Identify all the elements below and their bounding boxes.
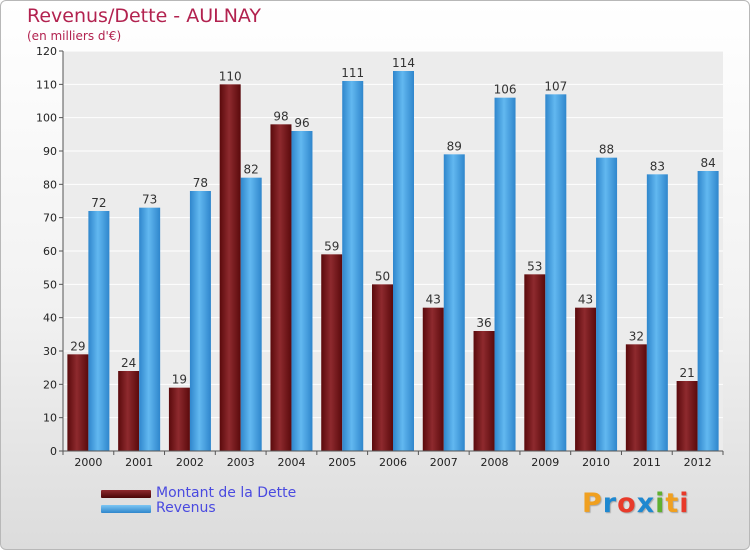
bar-revenus xyxy=(443,154,465,452)
data-label: 53 xyxy=(527,259,542,273)
x-tick-label: 2011 xyxy=(633,456,661,469)
y-tick-label: 70 xyxy=(43,212,57,225)
bar-revenus xyxy=(240,177,262,451)
y-tick-label: 30 xyxy=(43,345,57,358)
x-tick-label: 2004 xyxy=(277,456,305,469)
data-label: 78 xyxy=(193,176,208,190)
data-label: 111 xyxy=(341,66,364,80)
data-label: 98 xyxy=(273,109,288,123)
data-label: 59 xyxy=(324,239,339,253)
bar-dette xyxy=(575,307,597,451)
data-label: 19 xyxy=(172,373,187,387)
x-tick-label: 2003 xyxy=(227,456,255,469)
y-tick-label: 50 xyxy=(43,278,57,291)
logo-letter: i xyxy=(679,488,690,519)
y-tick-label: 80 xyxy=(43,178,57,191)
logo-letter: t xyxy=(665,488,680,519)
data-label: 89 xyxy=(447,139,462,153)
x-tick-label: 2009 xyxy=(531,456,559,469)
bar-dette xyxy=(118,371,140,451)
bar-dette xyxy=(625,344,647,451)
data-label: 43 xyxy=(426,293,441,307)
y-tick-label: 110 xyxy=(36,78,57,91)
bar-revenus xyxy=(494,97,516,452)
y-tick-label: 90 xyxy=(43,145,57,158)
x-tick-label: 2007 xyxy=(430,456,458,469)
chart-title: Revenus/Dette - AULNAY xyxy=(27,5,262,27)
bar-dette xyxy=(321,254,343,451)
y-tick-label: 100 xyxy=(36,112,57,125)
bar-revenus xyxy=(646,174,668,452)
legend-swatch-revenus xyxy=(101,505,151,513)
bar-dette xyxy=(372,284,393,451)
data-label: 32 xyxy=(629,329,644,343)
x-tick-label: 2010 xyxy=(582,456,610,469)
legend-swatch-dette xyxy=(101,490,151,498)
data-labels: 29 72 24 73 19 78 110 82 98 96 59 111 50 114 43 89 36 106… xyxy=(70,56,716,387)
x-tick-label: 2001 xyxy=(125,456,153,469)
y-tick-label: 0 xyxy=(50,445,57,458)
data-label: 83 xyxy=(650,159,665,173)
logo-letter: i xyxy=(655,488,666,519)
data-label: 72 xyxy=(91,196,106,210)
y-tick-label: 40 xyxy=(43,312,57,325)
bar-revenus xyxy=(393,71,414,451)
bar-revenus xyxy=(697,171,719,451)
y-tick-label: 10 xyxy=(43,412,57,425)
x-tick-label: 2008 xyxy=(481,456,509,469)
legend-label-dette: Montant de la Dette xyxy=(156,485,297,501)
logo-letter: x xyxy=(636,488,656,519)
bar-dette xyxy=(270,124,292,451)
data-label: 114 xyxy=(392,56,415,70)
data-label: 110 xyxy=(219,69,242,83)
bar-dette xyxy=(168,387,190,451)
data-label: 107 xyxy=(544,79,567,93)
y-tick-label: 60 xyxy=(43,245,57,258)
data-label: 106 xyxy=(494,83,517,97)
x-tick-label: 2006 xyxy=(379,456,407,469)
y-tick-label: 120 xyxy=(36,45,57,58)
data-label: 50 xyxy=(375,269,390,283)
bar-revenus xyxy=(291,131,313,451)
logo-letter: o xyxy=(617,488,637,519)
data-label: 29 xyxy=(70,339,85,353)
bar-dette xyxy=(422,307,444,451)
y-tick-label: 20 xyxy=(43,378,57,391)
data-label: 73 xyxy=(142,193,157,207)
bar-revenus xyxy=(342,81,364,451)
bar-revenus xyxy=(139,207,161,451)
bar-dette xyxy=(219,84,241,451)
bars-group xyxy=(67,71,719,452)
data-label: 43 xyxy=(578,293,593,307)
x-tick-label: 2005 xyxy=(328,456,356,469)
data-label: 36 xyxy=(476,316,491,330)
data-label: 82 xyxy=(244,163,259,177)
x-tick-label: 2002 xyxy=(176,456,204,469)
bar-dette xyxy=(473,331,495,451)
bar-revenus xyxy=(88,211,110,451)
logo-letter: P xyxy=(582,488,603,519)
bar-dette xyxy=(67,354,89,451)
bar-dette xyxy=(524,274,546,451)
x-tick-label: 2012 xyxy=(684,456,712,469)
logo-letter: r xyxy=(602,488,618,519)
data-label: 24 xyxy=(121,356,136,370)
data-label: 21 xyxy=(679,366,694,380)
data-label: 84 xyxy=(700,156,715,170)
chart-subtitle: (en milliers d'€) xyxy=(27,29,122,43)
data-label: 96 xyxy=(294,116,309,130)
bar-dette xyxy=(676,381,698,451)
bar-revenus xyxy=(545,94,567,451)
axes: 0 10 20 30 40 50 60 70 80 90 100 110 120 2000 2001 2002… xyxy=(36,45,724,469)
legend-label-revenus: Revenus xyxy=(156,500,216,516)
proxiti-logo: Proxiti xyxy=(582,488,690,519)
bar-revenus xyxy=(189,191,211,451)
x-tick-label: 2000 xyxy=(74,456,102,469)
data-label: 88 xyxy=(599,143,614,157)
bar-revenus xyxy=(596,157,618,451)
